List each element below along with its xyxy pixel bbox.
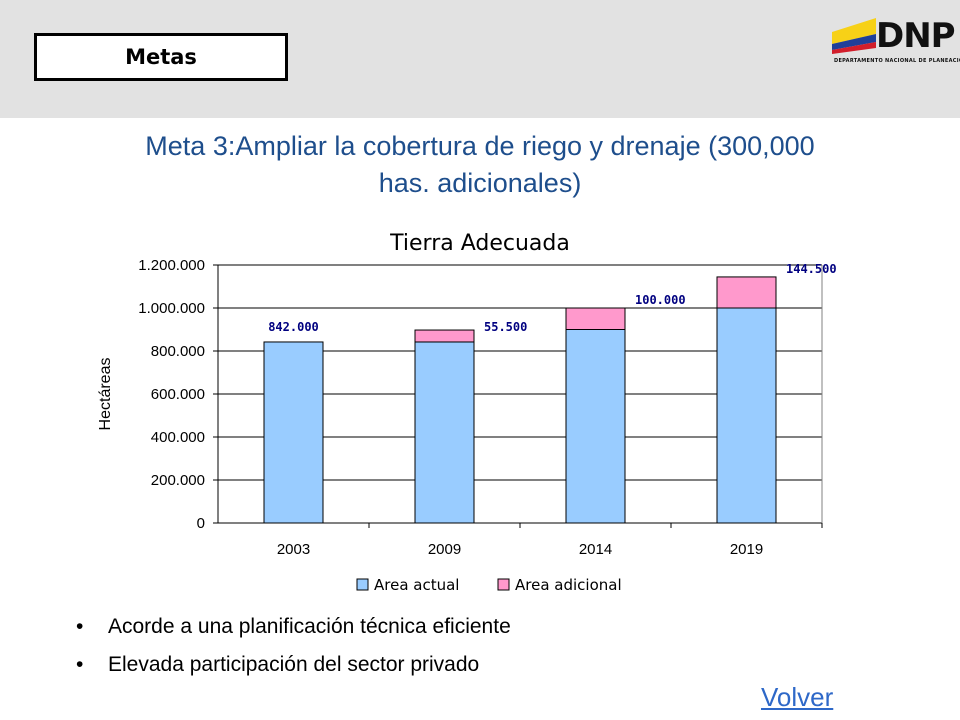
y-tick-label: 800.000 [151, 343, 205, 360]
data-label: 842.000 [268, 320, 319, 334]
section-tag: Metas [34, 33, 288, 81]
y-tick-label: 1.200.000 [138, 257, 205, 274]
legend-label-area-actual: Area actual [374, 576, 459, 594]
x-tick-label: 2009 [428, 541, 461, 558]
bar-area-adicional [716, 276, 777, 309]
bar-area-adicional [565, 307, 626, 330]
x-tick-label: 2019 [730, 541, 763, 558]
logo-subtitle: DEPARTAMENTO NACIONAL DE PLANEACION [834, 58, 960, 64]
y-tick-label: 0 [197, 515, 205, 532]
chart-title: Tierra Adecuada [389, 231, 570, 256]
bullet-dot: • [76, 653, 84, 676]
bullet-item: • Acorde a una planificación técnica efic… [76, 608, 511, 646]
back-link[interactable]: Volver [761, 682, 834, 712]
logo-text: DNP [876, 16, 956, 56]
bullet-list: • Acorde a una planificación técnica efic… [76, 608, 511, 684]
y-tick-label: 400.000 [151, 429, 205, 446]
data-label: 100.000 [635, 293, 686, 307]
y-tick-label: 200.000 [151, 472, 205, 489]
bar-area-actual [716, 307, 777, 524]
legend-swatch-area-adicional [497, 578, 510, 591]
flag-icon [832, 18, 876, 54]
slide-title-line-2: has. adicionales) [378, 168, 582, 198]
bar-area-adicional [414, 329, 475, 343]
bar-area-actual [565, 329, 626, 524]
x-tick-label: 2014 [579, 541, 612, 558]
data-label: 144.500 [786, 262, 837, 276]
legend-label-area-adicional: Area adicional [515, 576, 622, 594]
bullet-text: Elevada participación del sector privado [108, 653, 480, 676]
data-label: 55.500 [484, 320, 527, 334]
bullet-item: • Elevada participación del sector privad… [76, 646, 511, 684]
dnp-logo: DNP DEPARTAMENTO NACIONAL DE PLANEACION [832, 14, 960, 74]
slide-title-line-1: Meta 3:Ampliar la cobertura de riego y d… [145, 131, 815, 161]
legend-swatch-area-actual [356, 578, 369, 591]
x-tick-label: 2003 [277, 541, 310, 558]
y-tick-label: 600.000 [151, 386, 205, 403]
y-tick-label: 1.000.000 [138, 300, 205, 317]
bullet-text: Acorde a una planificación técnica efici… [108, 615, 511, 638]
bar-area-actual [263, 341, 324, 524]
y-axis-label: Hectáreas [97, 358, 114, 431]
bullet-dot: • [76, 615, 84, 638]
slide-title: Meta 3:Ampliar la cobertura de riego y d… [60, 128, 900, 202]
bar-area-actual [414, 341, 475, 524]
